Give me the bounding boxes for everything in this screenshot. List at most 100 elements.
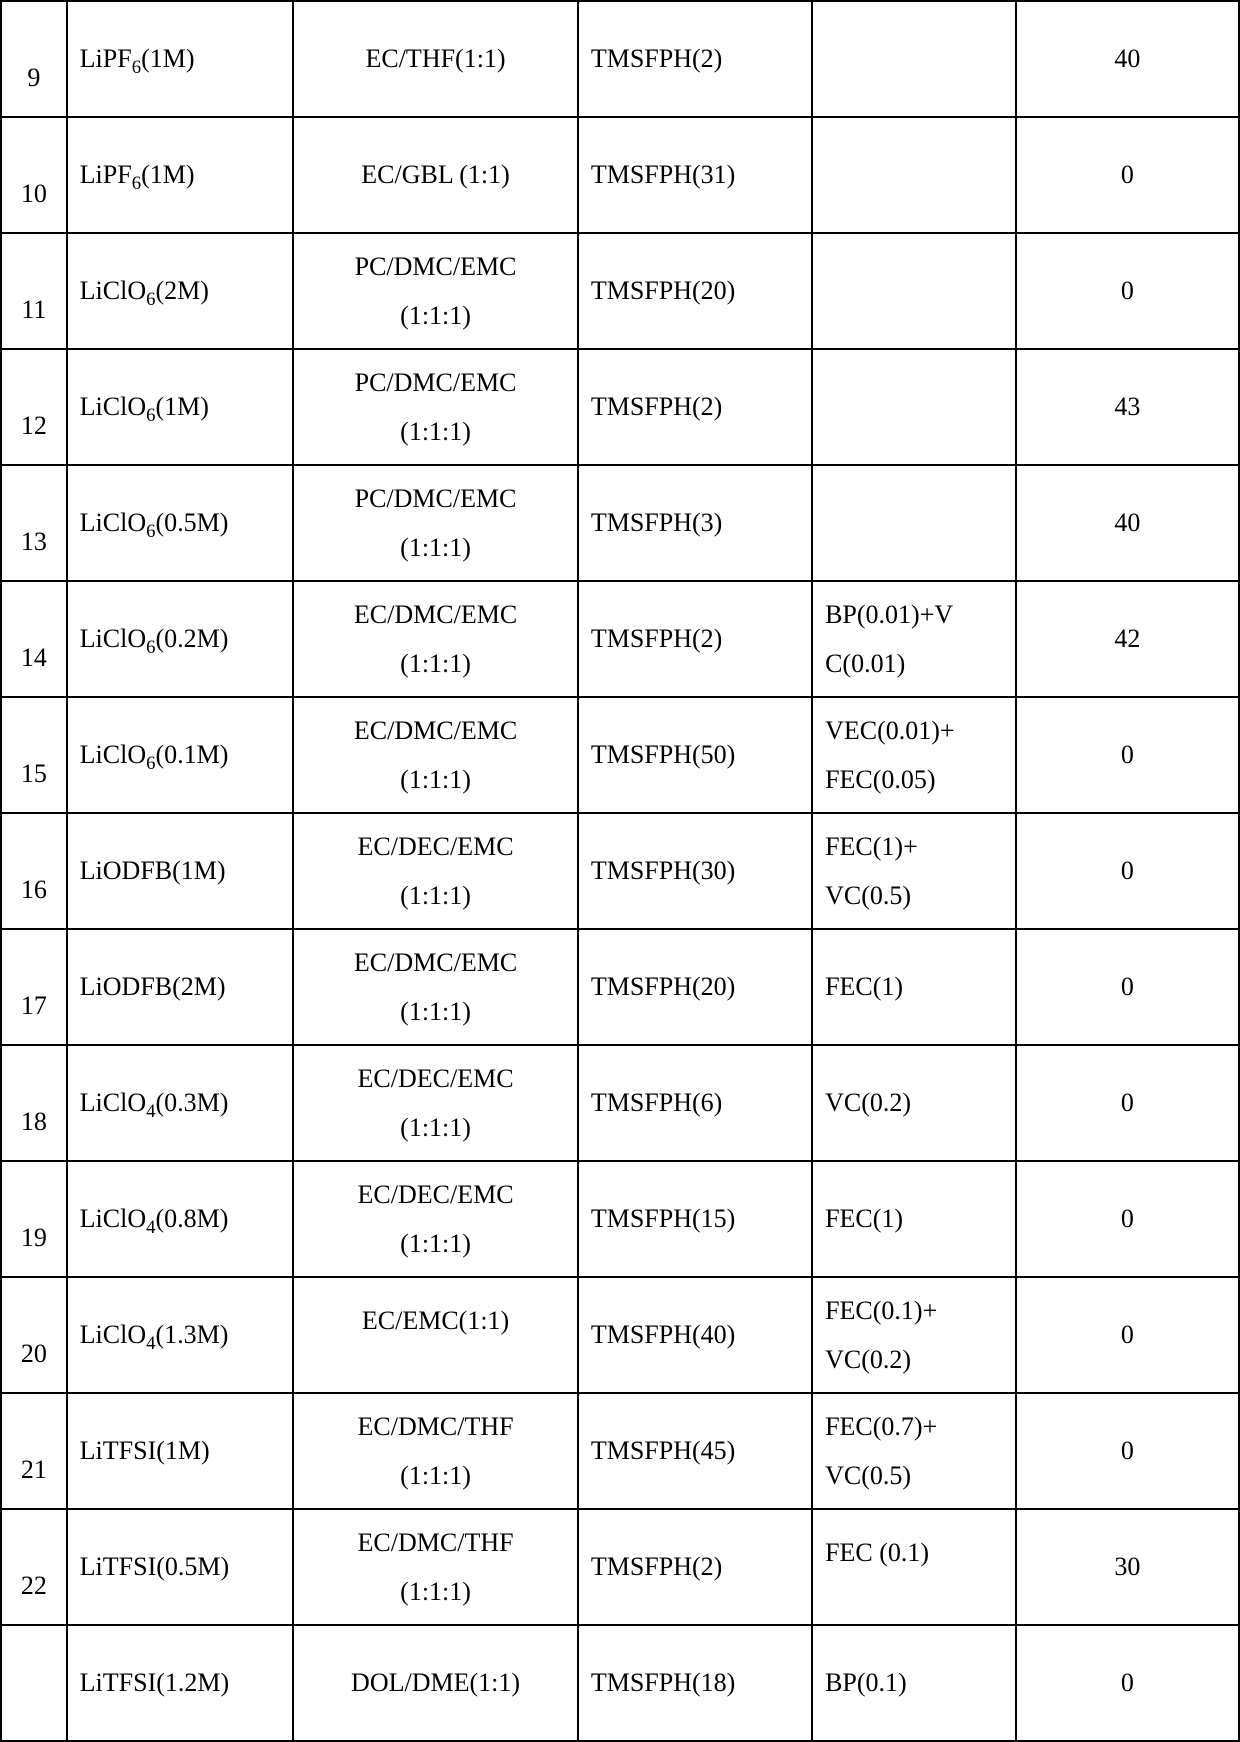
solvent-cell: EC/DMC/EMC(1:1:1)	[293, 581, 578, 697]
value-cell: 0	[1016, 233, 1239, 349]
solvent-line1: EC/DMC/EMC	[306, 590, 565, 639]
additive2-cell: BP(0.01)+VC(0.01)	[812, 581, 1016, 697]
additive2-cell: FEC(1)	[812, 1161, 1016, 1277]
solvent-line2: (1:1:1)	[306, 1103, 565, 1152]
solvent-cell: EC/THF(1:1)	[293, 1, 578, 117]
salt-suffix: (1.3M)	[155, 1320, 228, 1349]
solvent-line1: PC/DMC/EMC	[306, 242, 565, 291]
salt-cell: LiODFB(2M)	[67, 929, 294, 1045]
salt-cell: LiPF6(1M)	[67, 117, 294, 233]
solvent-cell: EC/DMC/THF(1:1:1)	[293, 1393, 578, 1509]
additive2-line2: VC(0.5)	[825, 1451, 1003, 1500]
additive1-cell: TMSFPH(50)	[578, 697, 812, 813]
value-cell: 0	[1016, 1277, 1239, 1393]
additive1-cell: TMSFPH(3)	[578, 465, 812, 581]
table-row: 10LiPF6(1M)EC/GBL (1:1)TMSFPH(31)0	[1, 117, 1239, 233]
additive2-line1: VEC(0.01)+	[825, 706, 1003, 755]
table-row: 16LiODFB(1M)EC/DEC/EMC(1:1:1)TMSFPH(30)F…	[1, 813, 1239, 929]
solvent-cell: EC/GBL (1:1)	[293, 117, 578, 233]
solvent-cell: PC/DMC/EMC(1:1:1)	[293, 465, 578, 581]
additive2-cell: FEC (0.1)	[812, 1509, 1016, 1625]
row-index: 21	[1, 1393, 67, 1509]
table-row: 19LiClO4(0.8M)EC/DEC/EMC(1:1:1)TMSFPH(15…	[1, 1161, 1239, 1277]
solvent-line1: EC/DMC/THF	[306, 1518, 565, 1567]
salt-prefix: LiClO	[80, 740, 146, 769]
value-cell: 0	[1016, 929, 1239, 1045]
additive1-cell: TMSFPH(40)	[578, 1277, 812, 1393]
salt-prefix: LiClO	[80, 1088, 146, 1117]
salt-suffix: (1M)	[172, 856, 225, 885]
salt-subscript: 6	[132, 57, 141, 78]
salt-cell: LiClO4(1.3M)	[67, 1277, 294, 1393]
solvent-line2: (1:1:1)	[306, 871, 565, 920]
additive2-line2: VC(0.5)	[825, 871, 1003, 920]
solvent-line1: PC/DMC/EMC	[306, 474, 565, 523]
solvent-line1: EC/DMC/THF	[306, 1402, 565, 1451]
salt-subscript: 6	[132, 173, 141, 194]
value-cell: 40	[1016, 465, 1239, 581]
solvent-line2: (1:1:1)	[306, 1451, 565, 1500]
salt-suffix: (0.3M)	[155, 1088, 228, 1117]
salt-suffix: (2M)	[155, 276, 208, 305]
salt-cell: LiPF6(1M)	[67, 1, 294, 117]
row-index	[1, 1625, 67, 1741]
additive2-cell: FEC(1)	[812, 929, 1016, 1045]
salt-prefix: LiPF	[80, 44, 132, 73]
row-index: 20	[1, 1277, 67, 1393]
value-cell: 30	[1016, 1509, 1239, 1625]
data-table: 9LiPF6(1M)EC/THF(1:1)TMSFPH(2)4010LiPF6(…	[0, 0, 1240, 1742]
row-index: 11	[1, 233, 67, 349]
additive1-cell: TMSFPH(20)	[578, 233, 812, 349]
table-row: 20LiClO4(1.3M)EC/EMC(1:1)TMSFPH(40)FEC(0…	[1, 1277, 1239, 1393]
solvent-line1: EC/DMC/EMC	[306, 938, 565, 987]
additive1-cell: TMSFPH(15)	[578, 1161, 812, 1277]
salt-cell: LiClO4(0.8M)	[67, 1161, 294, 1277]
row-index: 10	[1, 117, 67, 233]
solvent-line2: (1:1:1)	[306, 639, 565, 688]
row-index: 15	[1, 697, 67, 813]
solvent-cell: EC/DMC/THF(1:1:1)	[293, 1509, 578, 1625]
value-cell: 0	[1016, 1161, 1239, 1277]
salt-prefix: LiClO	[80, 1320, 146, 1349]
solvent-line2: (1:1:1)	[306, 1219, 565, 1268]
additive1-cell: TMSFPH(30)	[578, 813, 812, 929]
solvent-line2: (1:1:1)	[306, 1567, 565, 1616]
salt-suffix: (2M)	[172, 972, 225, 1001]
row-index: 18	[1, 1045, 67, 1161]
salt-suffix: (1M)	[141, 44, 194, 73]
solvent-cell: EC/DEC/EMC(1:1:1)	[293, 813, 578, 929]
additive2-line2: VC(0.2)	[825, 1335, 1003, 1384]
additive2-cell: VEC(0.01)+FEC(0.05)	[812, 697, 1016, 813]
additive1-cell: TMSFPH(18)	[578, 1625, 812, 1741]
salt-prefix: LiODFB	[80, 856, 172, 885]
additive2-line1: FEC(1)+	[825, 822, 1003, 871]
additive2-cell: FEC(0.1)+VC(0.2)	[812, 1277, 1016, 1393]
salt-suffix: (0.2M)	[155, 624, 228, 653]
row-index: 19	[1, 1161, 67, 1277]
additive1-cell: TMSFPH(31)	[578, 117, 812, 233]
solvent-line1: PC/DMC/EMC	[306, 358, 565, 407]
table-row: 9LiPF6(1M)EC/THF(1:1)TMSFPH(2)40	[1, 1, 1239, 117]
table-row: 12LiClO6(1M)PC/DMC/EMC(1:1:1)TMSFPH(2)43	[1, 349, 1239, 465]
value-cell: 0	[1016, 1045, 1239, 1161]
solvent-line1: EC/DMC/EMC	[306, 706, 565, 755]
table-row: 14LiClO6(0.2M)EC/DMC/EMC(1:1:1)TMSFPH(2)…	[1, 581, 1239, 697]
salt-prefix: LiClO	[80, 1204, 146, 1233]
row-index: 9	[1, 1, 67, 117]
table-row: 15LiClO6(0.1M)EC/DMC/EMC(1:1:1)TMSFPH(50…	[1, 697, 1239, 813]
additive2-line1: BP(0.01)+V	[825, 590, 1003, 639]
salt-cell: LiODFB(1M)	[67, 813, 294, 929]
solvent-cell: PC/DMC/EMC(1:1:1)	[293, 349, 578, 465]
salt-cell: LiTFSI(1.2M)	[67, 1625, 294, 1741]
salt-cell: LiTFSI(1M)	[67, 1393, 294, 1509]
additive1-cell: TMSFPH(6)	[578, 1045, 812, 1161]
salt-cell: LiClO6(1M)	[67, 349, 294, 465]
salt-suffix: (1M)	[155, 392, 208, 421]
row-index: 12	[1, 349, 67, 465]
salt-suffix: (0.8M)	[155, 1204, 228, 1233]
additive2-cell	[812, 1, 1016, 117]
salt-cell: LiClO6(0.2M)	[67, 581, 294, 697]
solvent-cell: EC/DMC/EMC(1:1:1)	[293, 929, 578, 1045]
salt-prefix: LiODFB	[80, 972, 172, 1001]
additive2-line1: FEC(0.1)+	[825, 1286, 1003, 1335]
